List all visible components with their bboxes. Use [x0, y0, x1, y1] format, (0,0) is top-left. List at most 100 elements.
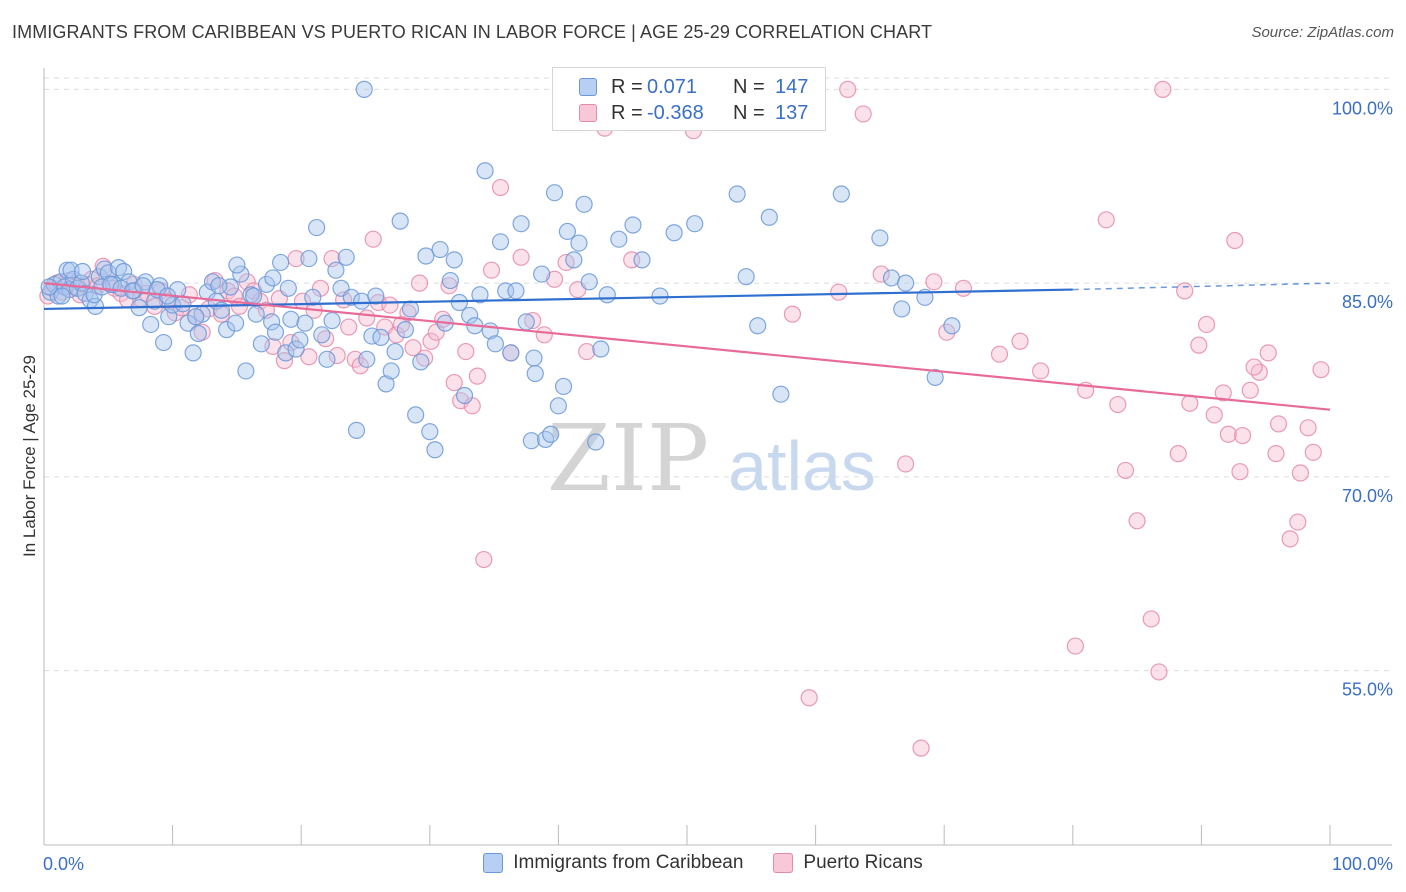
caribbean-point	[491, 233, 510, 251]
legend-row-puerto-rican: R = -0.368 N = 137	[579, 101, 808, 125]
legend-r-value: 0.071	[647, 75, 698, 98]
caribbean-point	[893, 300, 911, 318]
caribbean-point	[772, 385, 790, 403]
puerto-rican-point	[358, 309, 376, 327]
caribbean-point	[502, 344, 520, 362]
puerto-rican-point	[545, 270, 564, 288]
caribbean-point	[287, 340, 305, 358]
caribbean-point	[396, 321, 414, 339]
caribbean-point	[549, 397, 568, 415]
x-tick-label: 0.0%	[43, 854, 84, 874]
caribbean-point	[686, 215, 704, 233]
caribbean-point	[471, 286, 489, 304]
puerto-rican-point	[1169, 445, 1187, 463]
caribbean-point	[512, 215, 530, 233]
caribbean-point	[580, 273, 598, 291]
caribbean-point	[363, 327, 381, 345]
legend-item-puerto-ricans[interactable]: Puerto Ricans	[773, 852, 923, 874]
caribbean-point	[450, 293, 468, 312]
caribbean-point	[263, 313, 281, 331]
caribbean-point	[323, 311, 341, 330]
puerto-rican-point	[1176, 282, 1194, 300]
caribbean-point	[189, 324, 207, 343]
legend-swatch-blue	[483, 853, 504, 873]
caribbean-point	[587, 433, 605, 451]
puerto-rican-point	[1066, 637, 1084, 655]
caribbean-point	[760, 208, 778, 226]
caribbean-point	[210, 277, 228, 295]
puerto-rican-point	[1291, 464, 1310, 482]
caribbean-point	[218, 321, 236, 339]
caribbean-trend-line	[43, 288, 1073, 311]
caribbean-point	[358, 350, 376, 368]
caribbean-point	[386, 342, 404, 361]
caribbean-point	[441, 271, 459, 290]
caribbean-point	[355, 80, 373, 98]
puerto-rican-point	[1181, 394, 1199, 412]
puerto-rican-point	[404, 339, 422, 357]
watermark: ZIP atlas	[547, 405, 876, 512]
caribbean-point	[187, 308, 205, 326]
caribbean-point	[313, 326, 331, 344]
caribbean-point	[401, 300, 420, 318]
puerto-rican-point	[482, 261, 501, 279]
caribbean-point	[367, 287, 385, 305]
caribbean-point	[455, 386, 474, 405]
puerto-rican-point	[1109, 395, 1127, 414]
caribbean-point	[296, 314, 314, 332]
caribbean-point	[542, 425, 560, 443]
caribbean-point	[610, 230, 628, 248]
caribbean-point	[73, 262, 92, 281]
puerto-rican-point	[839, 80, 857, 98]
puerto-rican-point	[445, 373, 463, 392]
puerto-rican-point	[1269, 415, 1288, 433]
puerto-rican-point	[1259, 344, 1277, 362]
caribbean-point	[633, 251, 651, 269]
caribbean-point	[517, 313, 535, 331]
caribbean-point	[337, 248, 355, 266]
caribbean-point	[266, 323, 285, 341]
puerto-rican-point	[1304, 443, 1322, 461]
legend-item-caribbean[interactable]: Immigrants from Caribbean	[483, 852, 743, 874]
caribbean-point	[277, 344, 295, 362]
legend-r-value: -0.368	[647, 101, 704, 124]
series-legend: Immigrants from Caribbean Puerto Ricans	[0, 852, 1406, 874]
y-tick-label: 70.0%	[1342, 486, 1393, 506]
puerto-rican-point	[225, 287, 243, 305]
caribbean-point	[832, 185, 850, 203]
caribbean-point	[565, 251, 583, 269]
puerto-rican-point	[578, 342, 596, 361]
puerto-rican-point	[340, 318, 358, 336]
puerto-rican-point	[1116, 461, 1135, 480]
puerto-rican-point	[422, 332, 440, 350]
caribbean-point	[232, 265, 250, 283]
legend-n-value: 147	[775, 75, 809, 98]
caribbean-point	[412, 353, 430, 371]
puerto-rican-point	[364, 230, 382, 248]
puerto-rican-trend-line	[43, 282, 1331, 411]
puerto-rican-point	[351, 357, 369, 375]
caribbean-point	[279, 279, 297, 297]
caribbean-point	[545, 184, 564, 202]
legend-label-puerto-ricans: Puerto Ricans	[803, 852, 923, 873]
puerto-rican-point	[854, 105, 872, 123]
caribbean-point	[417, 247, 435, 265]
caribbean-point	[382, 362, 400, 380]
caribbean-point	[897, 274, 915, 292]
puerto-rican-point	[535, 326, 553, 344]
chart-title: IMMIGRANTS FROM CARIBBEAN VS PUERTO RICA…	[12, 22, 933, 42]
legend-r-label: R =	[611, 75, 643, 98]
caribbean-trend-extension	[1072, 282, 1331, 291]
puerto-rican-point	[800, 689, 818, 707]
caribbean-point	[291, 331, 309, 349]
puerto-rican-point	[872, 265, 890, 283]
caribbean-point	[737, 268, 755, 286]
puerto-rican-point	[830, 283, 848, 301]
caribbean-point	[526, 364, 544, 383]
legend-swatch-pink	[773, 853, 794, 873]
source-credit: Source: ZipAtlas.com	[1251, 24, 1394, 41]
caribbean-point	[342, 288, 360, 306]
caribbean-point	[461, 306, 479, 325]
puerto-rican-point	[328, 346, 346, 365]
